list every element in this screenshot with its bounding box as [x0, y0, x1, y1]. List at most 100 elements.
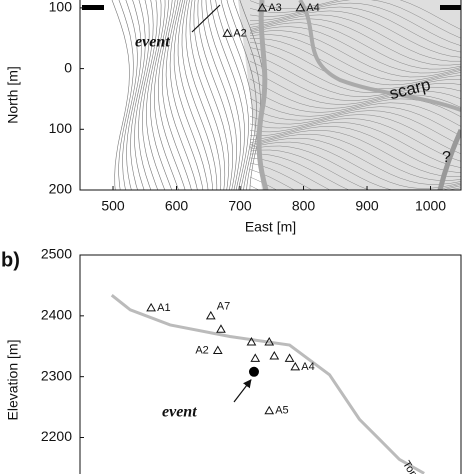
contour: [249, 153, 461, 190]
contour: [232, 0, 261, 190]
contour: [126, 0, 142, 190]
x-tick-label: 900: [355, 198, 379, 214]
contour: [249, 122, 461, 168]
x-tick-label: 800: [292, 198, 316, 214]
contour: [158, 0, 186, 190]
station-marker: [290, 361, 301, 371]
contour: [249, 157, 331, 190]
station-marker: [250, 353, 261, 362]
contour: [249, 14, 461, 62]
contour: [205, 0, 241, 190]
contour: [249, 133, 461, 181]
contour: [134, 0, 150, 190]
y-tick-label: 2400: [41, 307, 72, 323]
contour: [181, 0, 218, 190]
contour: [249, 149, 461, 190]
contour: [177, 0, 213, 190]
contour: [161, 0, 192, 190]
contour: [249, 110, 461, 146]
station-marker: [146, 302, 156, 312]
contour: [197, 0, 234, 190]
shaded-region: [238, 0, 461, 190]
contour: [249, 145, 461, 190]
gully: [437, 128, 461, 190]
contour: [249, 22, 461, 70]
contour: [149, 0, 173, 190]
contour: [189, 0, 226, 190]
station-label: A2: [233, 27, 246, 39]
contour: [249, 0, 461, 30]
contour: [165, 0, 198, 190]
y-tick-label: 200: [49, 181, 73, 197]
ridge: [256, 0, 269, 190]
station-label: A3: [268, 2, 281, 14]
contour: [249, 88, 461, 118]
contour: [122, 0, 138, 190]
x-tick-label: 500: [101, 198, 125, 214]
contour: [249, 169, 295, 190]
x-tick-label: 600: [165, 198, 189, 214]
panel-label: b): [1, 249, 20, 271]
axes-frame: [79, 254, 462, 474]
station-marker: [264, 405, 275, 415]
contour: [215, 0, 249, 190]
contour: [249, 30, 461, 78]
y-tick-label: 100: [49, 0, 73, 15]
contour: [185, 0, 222, 190]
y-tick-label: 2300: [41, 367, 72, 383]
y-axis-label: Elevation [m]: [5, 340, 21, 421]
plot-area: A2 A3 A4: [222, 2, 320, 39]
contour: [249, 114, 461, 155]
contour: [249, 26, 461, 74]
contour: [249, 69, 461, 105]
contour: [249, 38, 461, 86]
axes-frame: [79, 0, 462, 191]
contour: [249, 78, 461, 109]
contour: [249, 98, 461, 127]
contour: [249, 118, 461, 162]
contour: [249, 6, 461, 53]
station-marker: [295, 2, 306, 12]
event-marker: [248, 366, 259, 377]
contour: [249, 47, 461, 93]
contour: [249, 10, 461, 58]
contour: [249, 126, 461, 173]
contour: [142, 0, 159, 190]
y-tick-label: 0: [64, 59, 72, 75]
contour-map: [111, 0, 461, 190]
station-label: A5: [275, 405, 288, 417]
contour: [249, 141, 461, 189]
station-marker: [212, 345, 223, 355]
y-tick-label: 100: [49, 120, 73, 136]
topo-line: [110, 293, 425, 474]
question-label: ?: [442, 149, 451, 166]
x-tick-label: 700: [228, 198, 252, 214]
event-arrow: [191, 4, 221, 33]
y-tick-label: 2200: [41, 428, 72, 444]
station-label: A7: [217, 301, 230, 313]
contour: [111, 0, 130, 190]
station-marker: [284, 353, 295, 362]
station-marker: [216, 324, 226, 333]
y-axis-label: North [m]: [5, 66, 21, 124]
station-marker: [269, 350, 280, 360]
contour: [173, 0, 209, 190]
contour: [249, 106, 461, 137]
station-marker: [205, 310, 216, 320]
contour: [249, 61, 461, 101]
contour: [118, 0, 134, 190]
contour: [193, 0, 230, 190]
contour: [169, 0, 204, 190]
contour: [153, 0, 179, 190]
y-tick-label: 2500: [41, 246, 72, 262]
contour: [210, 0, 245, 190]
contour: [249, 34, 461, 82]
event-label: event: [135, 34, 170, 51]
station-label: A4: [306, 2, 319, 14]
contour: [249, 162, 313, 190]
station-marker: [246, 336, 257, 346]
scale-bar: [440, 5, 461, 10]
contour: [249, 2, 461, 46]
contour: [138, 0, 154, 190]
station-label: A1: [157, 302, 170, 314]
